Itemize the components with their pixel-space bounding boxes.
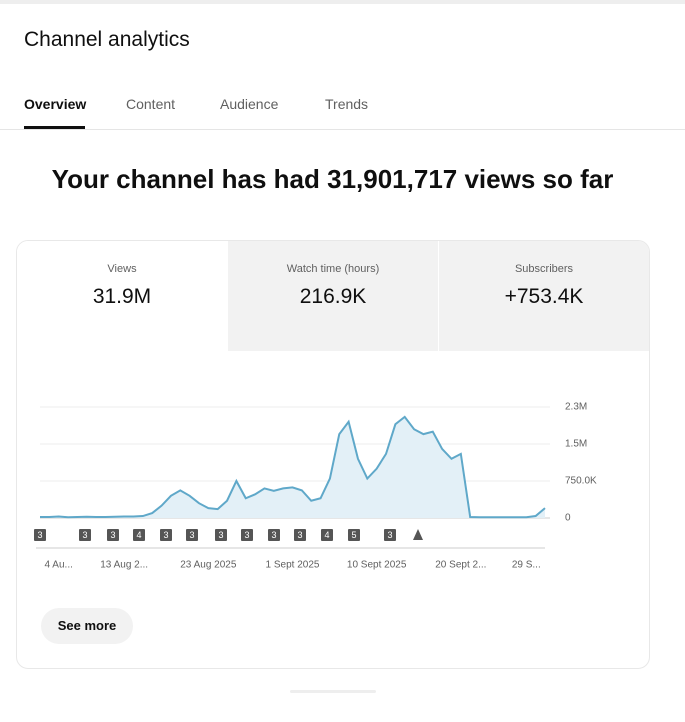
video-marker <box>241 529 253 541</box>
x-tick-label: 4 Au... <box>45 560 73 571</box>
tab[interactable]: Overview <box>24 96 87 112</box>
metric-card[interactable]: Subscribers +753.4K <box>439 241 649 351</box>
metric-label: Subscribers <box>514 263 574 275</box>
x-tick-label: 13 Aug 2... <box>100 560 148 571</box>
tab[interactable]: Content <box>126 96 176 112</box>
x-tick-label: 29 S... <box>512 560 541 571</box>
area <box>40 416 545 518</box>
x-tick-label: 23 Aug 2025 <box>180 560 237 571</box>
tab-underline <box>24 126 85 129</box>
video-marker-count: 3 <box>82 530 87 540</box>
y-tick-label: 0 <box>565 513 571 524</box>
metric-value: 216.9K <box>299 285 367 308</box>
video-marker-count: 3 <box>271 530 276 540</box>
scroll-indicator <box>290 690 376 693</box>
analytics-card: Views 31.9M Watch time (hours) 216.9K Su… <box>16 240 650 669</box>
video-marker <box>160 529 172 541</box>
video-marker-count: 3 <box>189 530 194 540</box>
line <box>40 415 546 519</box>
video-marker <box>215 529 227 541</box>
video-marker-count: 3 <box>37 530 42 540</box>
video-marker <box>321 529 333 541</box>
video-marker-count: 4 <box>324 530 329 540</box>
y-tick-label: 2.3M <box>565 402 587 413</box>
video-marker <box>107 529 119 541</box>
video-marker <box>133 529 145 541</box>
video-marker <box>186 529 198 541</box>
video-marker-count: 3 <box>163 530 168 540</box>
metric-card[interactable]: Views 31.9M <box>17 241 227 351</box>
x-tick-label: 1 Sept 2025 <box>266 560 320 571</box>
page-title: Channel analytics <box>24 28 190 51</box>
top-bar <box>0 0 685 4</box>
video-marker-count: 4 <box>136 530 141 540</box>
tab[interactable]: Audience <box>220 96 279 112</box>
metric-value: +753.4K <box>504 285 584 308</box>
video-marker <box>79 529 91 541</box>
tab[interactable]: Trends <box>325 96 369 112</box>
metric-card[interactable]: Watch time (hours) 216.9K <box>228 241 438 351</box>
video-marker-count: 5 <box>351 530 356 540</box>
video-marker-count: 3 <box>218 530 223 540</box>
video-marker <box>348 529 360 541</box>
y-tick-label: 750.0K <box>565 476 597 487</box>
video-marker <box>384 529 396 541</box>
metric-label: Watch time (hours) <box>286 263 380 275</box>
video-marker <box>294 529 306 541</box>
see-more-button[interactable]: See more <box>41 608 133 644</box>
y-tick-label: 1.5M <box>565 439 587 450</box>
video-marker-count: 3 <box>110 530 115 540</box>
x-tick-label: 10 Sept 2025 <box>347 560 407 571</box>
tab-bar: Overview Content Audience Trends <box>0 92 685 130</box>
multi-marker-icon <box>413 529 423 540</box>
video-marker-count: 3 <box>387 530 392 540</box>
video-marker <box>268 529 280 541</box>
metric-value: 31.9M <box>92 285 152 308</box>
video-marker-count: 3 <box>244 530 249 540</box>
video-marker <box>34 529 46 541</box>
x-tick-label: 20 Sept 2... <box>435 560 486 571</box>
headline: Your channel has had 31,901,717 views so… <box>51 164 614 194</box>
metric-label: Views <box>107 263 137 275</box>
video-marker-count: 3 <box>297 530 302 540</box>
